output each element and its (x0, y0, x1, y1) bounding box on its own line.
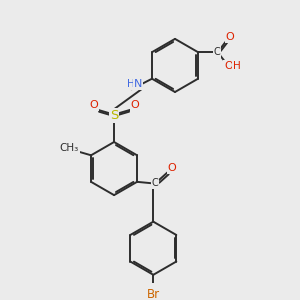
Text: H: H (127, 79, 135, 89)
Text: Br: Br (147, 288, 160, 300)
Text: C: C (152, 178, 158, 188)
Text: H: H (233, 61, 241, 71)
Text: O: O (224, 61, 233, 71)
Text: O: O (130, 100, 139, 110)
Text: C: C (214, 47, 221, 57)
Text: O: O (89, 100, 98, 110)
Text: O: O (226, 32, 234, 43)
Text: CH₃: CH₃ (60, 143, 79, 153)
Text: N: N (134, 79, 142, 89)
Text: O: O (167, 163, 176, 173)
Text: S: S (110, 109, 118, 122)
